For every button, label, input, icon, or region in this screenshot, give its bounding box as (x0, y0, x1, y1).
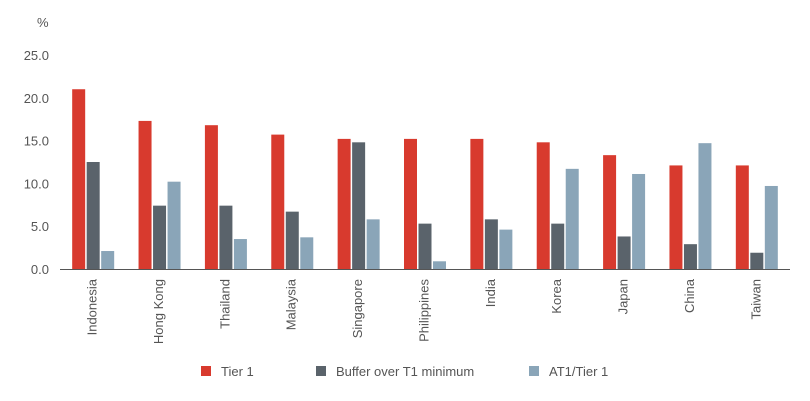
bar-at1-tier-1-malaysia (300, 237, 314, 269)
x-tick-label: India (483, 278, 498, 307)
bar-tier-1-korea (536, 142, 550, 269)
y-unit-label: % (37, 15, 49, 30)
bar-buffer-over-t1-minimum-korea (551, 223, 565, 269)
x-tick-label: Indonesia (85, 278, 100, 335)
x-tick-label: Philippines (416, 279, 431, 342)
bar-at1-tier-1-korea (565, 168, 579, 269)
x-tick-label: Thailand (217, 279, 232, 329)
bar-buffer-over-t1-minimum-hong-kong (153, 205, 167, 269)
y-axis-ticks: 0.0 5.0 10.0 15.0 20.0 25.0 (24, 48, 49, 277)
x-tick-label: Hong Kong (151, 279, 166, 344)
legend-label: Buffer over T1 minimum (336, 364, 474, 379)
bar-buffer-over-t1-minimum-china (683, 244, 697, 269)
x-tick-label: Japan (616, 279, 631, 314)
legend-swatch (529, 366, 539, 376)
bar-tier-1-philippines (404, 138, 417, 269)
bar-at1-tier-1-japan (632, 173, 646, 269)
y-tick-label: 10.0 (24, 176, 49, 191)
bar-at1-tier-1-thailand (233, 239, 247, 269)
bar-tier-1-india (470, 138, 484, 269)
x-tick-label: Malaysia (284, 278, 299, 330)
bar-at1-tier-1-taiwan (764, 185, 778, 269)
bar-buffer-over-t1-minimum-philippines (418, 223, 432, 269)
x-tick-label: Taiwan (748, 279, 763, 319)
y-tick-label: 15.0 (24, 134, 49, 149)
bar-tier-1-china (669, 165, 683, 269)
x-axis-labels: Indonesia Hong Kong Thailand Malaysia Singap… (85, 278, 764, 344)
bar-buffer-over-t1-minimum-japan (617, 236, 631, 269)
bar-buffer-over-t1-minimum-india (484, 219, 498, 269)
bar-at1-tier-1-philippines (433, 261, 446, 269)
bar-buffer-over-t1-minimum-malaysia (285, 211, 299, 269)
legend: Tier 1 Buffer over T1 minimum AT1/Tier 1 (201, 364, 608, 379)
bar-at1-tier-1-hong-kong (167, 181, 181, 269)
bar-tier-1-taiwan (735, 165, 749, 269)
bar-at1-tier-1-singapore (366, 219, 380, 269)
bar-buffer-over-t1-minimum-indonesia (86, 162, 100, 269)
bar-at1-tier-1-china (698, 143, 712, 269)
bar-buffer-over-t1-minimum-thailand (219, 205, 233, 269)
x-tick-label: Korea (549, 278, 564, 313)
bar-at1-tier-1-indonesia (101, 251, 115, 269)
legend-swatch (316, 366, 326, 376)
y-tick-label: 25.0 (24, 48, 49, 63)
y-tick-label: 20.0 (24, 91, 49, 106)
y-tick-label: 0.0 (31, 262, 49, 277)
bar-tier-1-malaysia (271, 134, 285, 269)
x-tick-label: China (682, 278, 697, 313)
bar-at1-tier-1-india (499, 229, 513, 269)
bar-tier-1-japan (603, 155, 617, 269)
bar-buffer-over-t1-minimum-singapore (352, 142, 366, 269)
x-tick-label: Singapore (350, 279, 365, 338)
bar-buffer-over-t1-minimum-taiwan (750, 252, 764, 269)
bar-tier-1-indonesia (72, 89, 86, 270)
legend-swatch (201, 366, 211, 376)
bar-tier-1-thailand (204, 125, 218, 269)
bar-tier-1-hong-kong (138, 120, 152, 269)
bar-tier-1-singapore (337, 138, 351, 269)
bars (72, 89, 778, 270)
legend-label: Tier 1 (221, 364, 254, 379)
legend-label: AT1/Tier 1 (549, 364, 608, 379)
y-tick-label: 5.0 (31, 219, 49, 234)
